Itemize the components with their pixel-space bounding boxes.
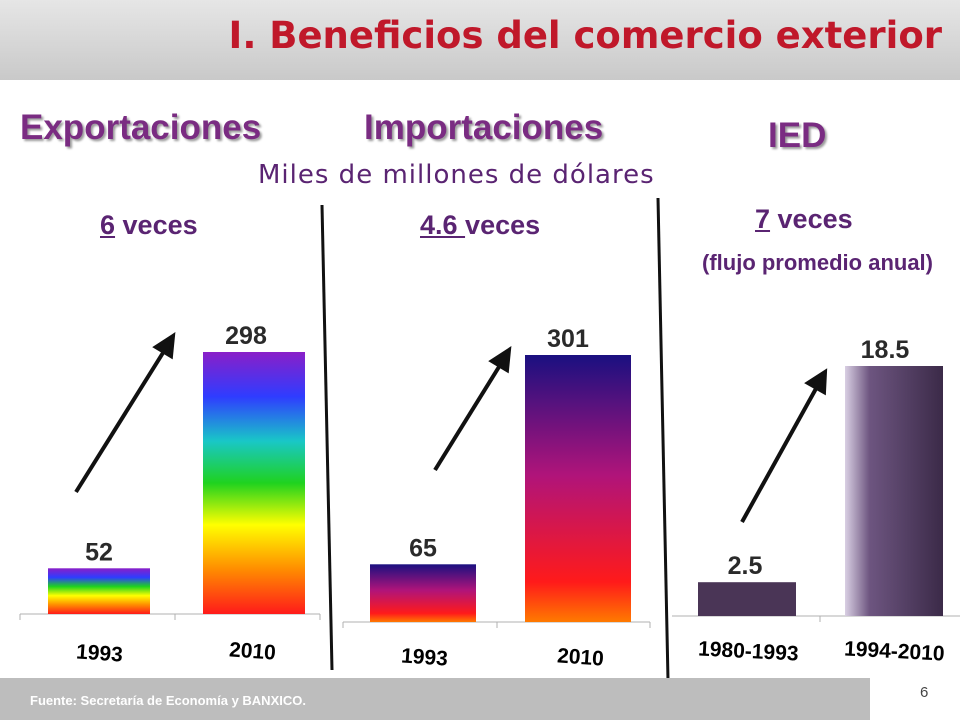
arrow-fdi-head bbox=[804, 368, 828, 396]
value-label-imports-1993: 65 bbox=[409, 534, 437, 562]
multiplier-fdi-note: (flujo promedio anual) bbox=[702, 250, 933, 275]
arrow-fdi bbox=[740, 384, 820, 523]
multiplier-imports-word: veces bbox=[465, 210, 541, 240]
value-label-exports-2010: 298 bbox=[225, 322, 267, 350]
value-label-fdi-1980-1993: 2.5 bbox=[728, 552, 763, 580]
separator-line-2 bbox=[656, 197, 670, 681]
chart-imports: 65 301 1993 2010 bbox=[342, 325, 651, 671]
page-number: 6 bbox=[920, 684, 929, 701]
footer-bar bbox=[0, 678, 870, 720]
bar-fdi-1980-1993 bbox=[698, 582, 796, 616]
multiplier-exports: 6 veces bbox=[100, 210, 198, 241]
tick-label-exports-1993: 1993 bbox=[75, 640, 123, 666]
chart-fdi: 2.5 18.5 1980-1993 1994-2010 bbox=[672, 336, 960, 666]
page-title: I. Beneficios del comercio exterior bbox=[228, 14, 942, 57]
multiplier-exports-word: veces bbox=[115, 210, 198, 240]
tick-label-fdi-1994-2010: 1994-2010 bbox=[844, 637, 946, 665]
value-label-fdi-1994-2010: 18.5 bbox=[861, 336, 910, 364]
multiplier-exports-value: 6 bbox=[100, 210, 116, 240]
tick-label-imports-2010: 2010 bbox=[556, 644, 604, 670]
bar-exports-1993 bbox=[48, 568, 150, 614]
separator-line-1 bbox=[320, 204, 334, 671]
bar-imports-2010 bbox=[525, 355, 631, 622]
tick-label-imports-1993: 1993 bbox=[400, 644, 448, 670]
arrow-imports bbox=[433, 360, 504, 472]
heading-exports: Exportaciones bbox=[20, 108, 262, 147]
multiplier-fdi-word: veces bbox=[770, 204, 853, 234]
arrow-exports bbox=[74, 346, 168, 494]
multiplier-fdi: 7 veces bbox=[755, 204, 853, 235]
heading-fdi: IED bbox=[768, 116, 827, 155]
bar-exports-2010 bbox=[203, 352, 305, 614]
multiplier-imports-value: 4.6 bbox=[420, 210, 466, 240]
source-note: Fuente: Secretaría de Economía y BANXICO… bbox=[30, 693, 306, 708]
multiplier-fdi-value: 7 bbox=[755, 204, 771, 234]
arrow-exports-head bbox=[152, 332, 176, 360]
multiplier-imports: 4.6 veces bbox=[420, 210, 540, 241]
heading-imports: Importaciones bbox=[364, 108, 604, 147]
units-label: Miles de millones de dólares bbox=[258, 160, 655, 190]
value-label-imports-2010: 301 bbox=[547, 325, 589, 353]
tick-label-exports-2010: 2010 bbox=[228, 638, 276, 664]
title-bar: I. Beneficios del comercio exterior bbox=[0, 0, 960, 80]
chart-exports: 52 298 1993 2010 bbox=[19, 322, 321, 667]
arrow-imports-head bbox=[488, 346, 512, 374]
value-label-exports-1993: 52 bbox=[85, 538, 113, 566]
bar-fdi-1994-2010 bbox=[845, 366, 943, 616]
bar-imports-1993 bbox=[370, 564, 476, 622]
tick-label-fdi-1980-1993: 1980-1993 bbox=[698, 637, 800, 665]
